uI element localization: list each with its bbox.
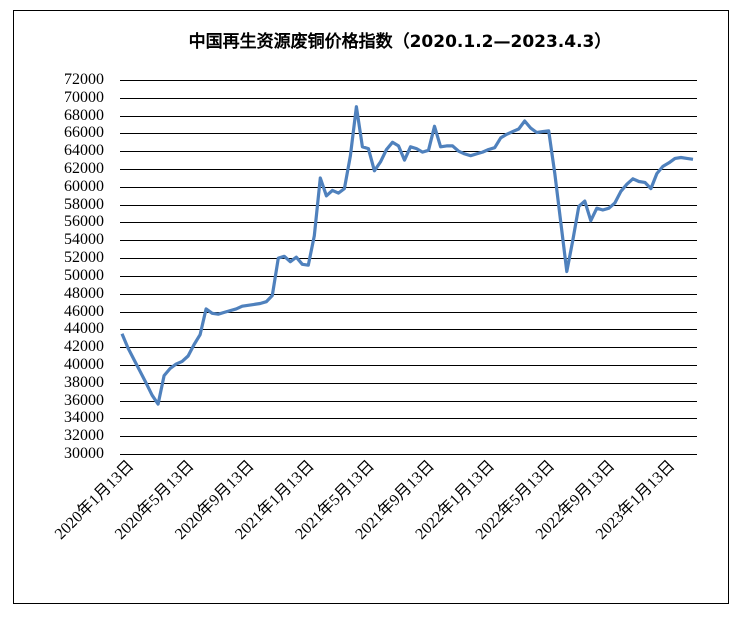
y-tick-label: 60000 <box>64 178 104 195</box>
chart-title: 中国再生资源废铜价格指数（2020.1.2—2023.4.3） <box>189 31 612 52</box>
y-tick-label: 52000 <box>64 249 104 266</box>
y-tick-label: 34000 <box>64 409 104 426</box>
y-tick-label: 30000 <box>64 445 104 462</box>
y-tick-label: 38000 <box>64 374 104 391</box>
y-tick-label: 44000 <box>64 320 104 337</box>
y-tick-label: 40000 <box>64 356 104 373</box>
y-tick-label: 56000 <box>64 213 104 230</box>
price-line <box>120 105 694 406</box>
y-tick-label: 50000 <box>64 267 104 284</box>
y-tick-label: 36000 <box>64 392 104 409</box>
y-tick-label: 42000 <box>64 338 104 355</box>
y-tick-label: 70000 <box>64 89 104 106</box>
y-tick-label: 46000 <box>64 303 104 320</box>
chart-frame <box>13 10 729 604</box>
y-tick-label: 58000 <box>64 196 104 213</box>
y-tick-label: 32000 <box>64 427 104 444</box>
y-tick-label: 62000 <box>64 160 104 177</box>
y-tick-label: 68000 <box>64 107 104 124</box>
y-tick-label: 64000 <box>64 142 104 159</box>
y-tick-label: 66000 <box>64 124 104 141</box>
y-tick-label: 72000 <box>64 71 104 88</box>
y-tick-label: 54000 <box>64 231 104 248</box>
y-tick-label: 48000 <box>64 285 104 302</box>
